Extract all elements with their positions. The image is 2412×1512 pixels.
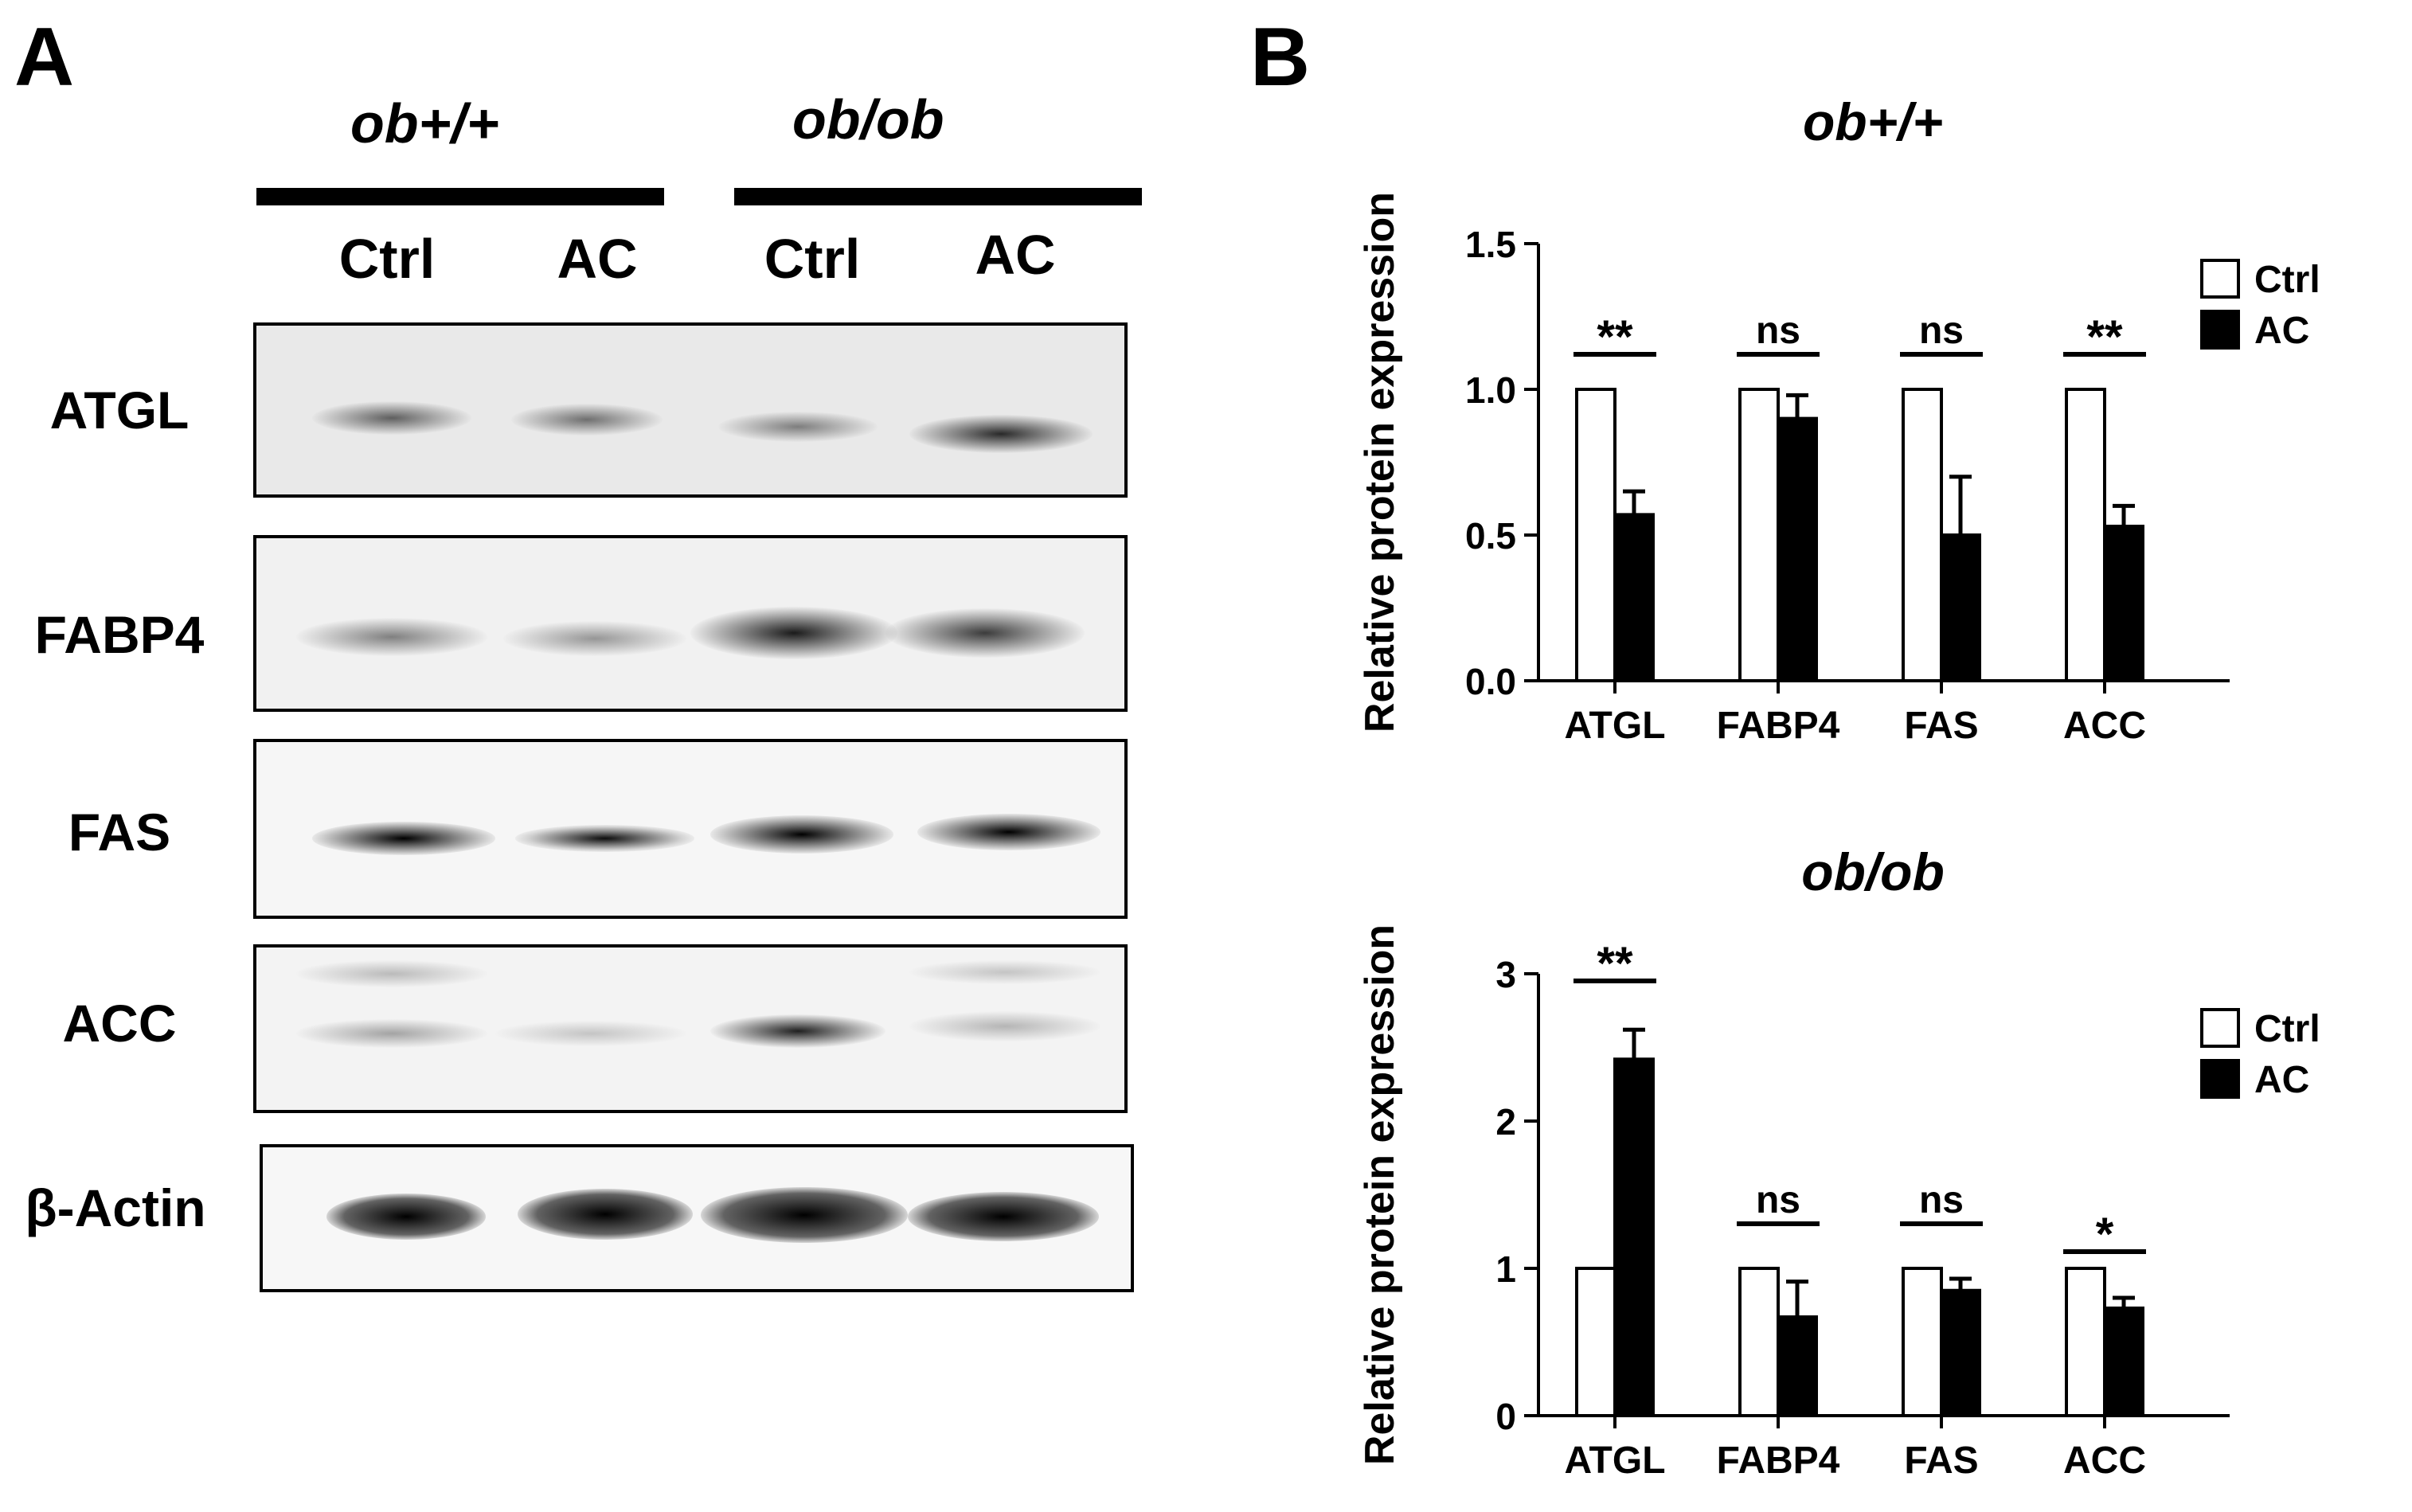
chart-0-sig-label-acc: **: [2086, 311, 2123, 363]
chart-0-legend-label-ac: AC: [2254, 310, 2309, 352]
band-fabp4-lane-3: [690, 607, 897, 659]
chart-1-ytick-label-0: 0: [1495, 1396, 1516, 1437]
bar-chart-wildtype: ob+/+ Relative protein expression 0.0 0.5 1.…: [1357, 92, 2320, 747]
group-bar-wildtype: [256, 188, 664, 205]
group-bar-obese: [734, 188, 1142, 205]
group-label-wildtype: ob+/+: [350, 92, 499, 154]
chart-1-category-label-fabp4: FABP4: [1717, 1440, 1840, 1482]
band-fas-lane-3: [710, 815, 893, 854]
blot-beta-actin: [260, 1144, 1134, 1292]
chart-0-bar-ctrl-acc: [2065, 388, 2106, 682]
band-acc-upper-lane-1: [296, 960, 487, 987]
chart-0-legend-swatch-ctrl: [2200, 259, 2240, 299]
blot-fas: [253, 739, 1128, 919]
bar-chart-obese: ob/ob Relative protein expression 0 1 2 3 ATGL…: [1357, 842, 2320, 1482]
chart-0-legend-swatch-ac: [2200, 310, 2240, 350]
blot-acc: [253, 944, 1128, 1113]
protein-label-atgl: ATGL: [49, 381, 190, 440]
chart-0-ytick-label-1: 0.5: [1465, 515, 1516, 557]
chart-0-category-label-atgl: ATGL: [1564, 705, 1665, 747]
chart-1-category-label-fas: FAS: [1904, 1440, 1978, 1482]
chart-0-title: ob+/+: [1803, 92, 1943, 151]
panel-a-letter: A: [14, 11, 75, 104]
band-fabp4-lane-1: [296, 618, 487, 656]
band-atgl-lane-1: [312, 401, 471, 435]
chart-0-ytick-label-2: 1.0: [1465, 369, 1516, 411]
blot-fabp4: [253, 535, 1128, 712]
band-actin-lane-2: [518, 1189, 693, 1240]
chart-0-legend-label-ctrl: Ctrl: [2254, 259, 2320, 301]
chart-1-bar-ac-acc: [2103, 1306, 2144, 1418]
lane-label-1: Ctrl: [338, 228, 436, 290]
chart-1-bar-ac-fas: [1940, 1288, 1981, 1417]
chart-0-sig-label-atgl: **: [1597, 311, 1633, 363]
lane-label-4: AC: [975, 224, 1056, 286]
chart-1-category-label-acc: ACC: [2063, 1440, 2146, 1482]
band-atgl-lane-3: [718, 412, 878, 442]
band-acc-lane-3: [710, 1014, 885, 1048]
protein-label-fas: FAS: [68, 803, 171, 861]
chart-1-bar-ctrl-acc: [2065, 1267, 2106, 1417]
chart-0-bar-ctrl-fabp4: [1738, 388, 1780, 682]
lane-label-3: Ctrl: [764, 228, 861, 290]
band-acc-lane-2: [495, 1021, 686, 1046]
band-acc-lane-4: [909, 1011, 1100, 1041]
band-fas-lane-2: [515, 825, 694, 852]
band-actin-lane-4: [908, 1192, 1099, 1241]
chart-1-sig-label-acc: *: [2096, 1209, 2114, 1260]
protein-label-fabp4: FABP4: [34, 605, 205, 664]
chart-1-sig-label-atgl: **: [1597, 938, 1633, 990]
chart-0-category-label-acc: ACC: [2063, 705, 2146, 747]
chart-1-bar-ac-fabp4: [1777, 1315, 1818, 1417]
chart-1-bar-ctrl-fabp4: [1738, 1267, 1780, 1417]
chart-1-bar-ctrl-fas: [1902, 1267, 1943, 1417]
chart-1-legend-swatch-ac: [2200, 1059, 2240, 1099]
chart-0-bar-ctrl-atgl: [1575, 388, 1616, 682]
protein-label-beta-actin: β-Actin: [25, 1178, 206, 1237]
chart-0-sig-label-fabp4: ns: [1756, 310, 1800, 352]
band-acc-lane-1: [296, 1019, 487, 1048]
chart-1-legend-label-ac: AC: [2254, 1059, 2309, 1101]
chart-0-bar-ctrl-fas: [1902, 388, 1943, 682]
protein-label-acc: ACC: [62, 994, 177, 1053]
chart-1-category-label-atgl: ATGL: [1564, 1440, 1665, 1482]
chart-0-category-label-fas: FAS: [1904, 705, 1978, 747]
chart-1-sig-label-fabp4: ns: [1756, 1179, 1800, 1221]
band-actin-lane-3: [701, 1187, 908, 1243]
band-actin-lane-1: [326, 1194, 486, 1240]
chart-0-ytick-label-3: 1.5: [1465, 224, 1516, 265]
chart-1-ytick-label-1: 1: [1495, 1248, 1516, 1290]
band-fabp4-lane-4: [885, 608, 1085, 658]
chart-0-bar-ac-fas: [1940, 533, 1981, 682]
chart-1-sig-label-fas: ns: [1919, 1179, 1964, 1221]
chart-1-legend-label-ctrl: Ctrl: [2254, 1008, 2320, 1050]
chart-1-ytick-label-2: 2: [1495, 1101, 1516, 1143]
band-fas-lane-1: [312, 822, 495, 855]
chart-0-ylabel: Relative protein expression: [1357, 192, 1403, 733]
chart-1-bar-ctrl-atgl: [1575, 1267, 1616, 1417]
group-label-obese: ob/ob: [792, 88, 944, 150]
blot-atgl: [253, 322, 1128, 498]
chart-1-ylabel: Relative protein expression: [1357, 924, 1403, 1465]
chart-1-title: ob/ob: [1801, 842, 1945, 901]
band-fabp4-lane-2: [503, 621, 686, 656]
chart-0-bar-ac-fabp4: [1777, 416, 1818, 682]
chart-0-bar-ac-acc: [2103, 525, 2144, 683]
panel-b-letter: B: [1250, 11, 1311, 104]
band-fas-lane-4: [917, 814, 1100, 850]
chart-1-bar-ac-atgl: [1613, 1057, 1655, 1417]
band-acc-upper-lane-4: [909, 960, 1100, 984]
chart-1-ytick-label-3: 3: [1495, 954, 1516, 995]
lane-label-2: AC: [557, 228, 638, 290]
chart-0-category-label-fabp4: FABP4: [1717, 705, 1840, 747]
band-atgl-lane-2: [511, 404, 663, 436]
chart-0-ytick-label-0: 0.0: [1465, 661, 1516, 702]
chart-1-legend-swatch-ctrl: [2200, 1008, 2240, 1048]
chart-0-bar-ac-atgl: [1613, 513, 1655, 682]
chart-0-sig-label-fas: ns: [1919, 310, 1964, 352]
band-atgl-lane-4: [909, 415, 1093, 453]
